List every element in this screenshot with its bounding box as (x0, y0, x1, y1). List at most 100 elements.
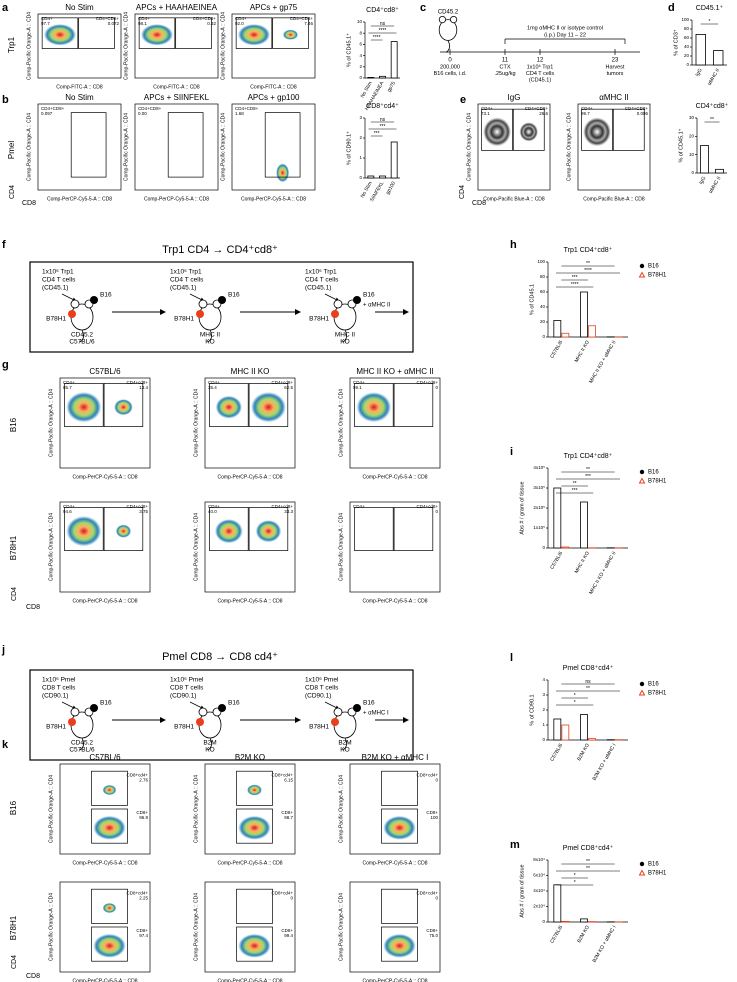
gate (138, 17, 176, 49)
cell-label: CD4 T cells (42, 277, 76, 284)
legend-marker (639, 263, 645, 269)
panel-letter: c (420, 2, 426, 14)
panel-letter: l (510, 652, 513, 664)
gate-value: 0.097 (41, 111, 53, 116)
cell-density (276, 163, 290, 183)
gate-name: CD8+ (281, 810, 293, 815)
gate (175, 17, 212, 49)
gate-value: 33.3 (284, 509, 293, 514)
gate-value: 0.086 (637, 111, 649, 116)
event-label: Harvest (606, 64, 625, 70)
legend-marker (638, 271, 646, 278)
gate-name: CD4+cd8+ (126, 380, 148, 385)
tumor (68, 310, 76, 318)
x-tick-label: IgG (698, 176, 707, 186)
mouse-ear (333, 299, 343, 309)
x-label: Comp-PerCP-Cy5-5-A :: CD8 (72, 860, 137, 866)
y-tick-label: 4 (359, 53, 362, 58)
row-label: B16 (9, 417, 18, 432)
y-tick-label: 8x10⁴ (533, 857, 545, 862)
tumor-label: B78H1 (46, 316, 66, 323)
y-tick-label: 60 (684, 35, 690, 40)
chart-title: Pmel CD8⁺cd4⁺ (563, 845, 614, 852)
tumor (90, 296, 98, 304)
bar (367, 175, 375, 179)
gate-value: 7.46 (304, 21, 313, 26)
bar (553, 718, 562, 741)
gate-value: 13.4 (139, 385, 148, 390)
cell-label: CD4 T cells (170, 277, 204, 284)
y-tick-label: 3 (359, 115, 362, 120)
x-label: Comp-PerCP-Cy5-5-A :: CD8 (72, 598, 137, 604)
day-label: 11 (502, 58, 509, 64)
axis-marker: CD8 (26, 973, 40, 980)
cell-density (115, 524, 132, 538)
x-label: Comp-FITC-A :: CD8 (250, 84, 297, 90)
gate-value: 73.1 (481, 111, 490, 116)
cell-density (93, 933, 126, 958)
flow-frame (134, 103, 219, 191)
mouse-label: KO (205, 747, 214, 754)
gate (236, 770, 273, 806)
gate (91, 926, 128, 962)
y-tick-label: 1 (542, 722, 545, 727)
x-label: Comp-PerCP-Cy5-5-A :: CD8 (362, 978, 427, 982)
bar (561, 332, 570, 338)
y-label: Comp-Pacific Orange-A :: CD4 (466, 113, 472, 181)
cell-density (255, 520, 282, 543)
y-label: Comp-Pacific Orange-A :: CD4 (48, 893, 54, 961)
gate (91, 888, 128, 924)
x-tick-label: C57BL/6 (549, 550, 564, 570)
gate-value: 0 (290, 895, 293, 900)
gate (64, 383, 104, 427)
mouse-label: KO (340, 339, 349, 346)
x-label: Comp-PerCP-Cy5-5-A :: CD8 (72, 978, 137, 982)
gate-name: CD4+cd8+ (416, 380, 438, 385)
legend-marker (639, 861, 645, 867)
gate-name: CD8+cd4+ (416, 890, 438, 895)
y-tick-label: 20 (684, 53, 690, 58)
cell-density (237, 23, 271, 46)
x-label: Comp-FITC-A :: CD8 (153, 84, 200, 90)
flow-frame (204, 377, 296, 469)
gate (209, 507, 249, 551)
gate-name: CD4+ (581, 106, 593, 111)
x-label: Comp-PerCP-Cy5-5-A :: CD8 (47, 196, 112, 202)
x-tick-label: MHC II KO + αMHC II (588, 340, 617, 385)
legend-label: B16 (648, 264, 659, 270)
cell-label: 1x10⁶ Pmel (42, 677, 76, 684)
mouse-label: CD45.2 (438, 10, 459, 16)
bar (561, 724, 570, 741)
chart-title: Pmel CD8⁺cd4⁺ (563, 665, 614, 672)
axis-marker: CD4 (11, 955, 18, 969)
gate-value: 3.75 (139, 509, 148, 514)
mouse-label: B2M (203, 740, 216, 747)
sig-label: ** (586, 467, 590, 473)
bar (695, 34, 706, 66)
panel-letter: g (2, 359, 9, 371)
panel-letter: m (510, 839, 520, 851)
gate-value: 99.4 (284, 933, 293, 938)
y-label: Comp-Pacific Orange-A :: CD4 (220, 12, 226, 80)
tumor-label: B16 (100, 292, 112, 299)
mouse-label: KO (205, 339, 214, 346)
flow-frame (59, 881, 151, 973)
gate (236, 888, 273, 924)
tumor (353, 704, 361, 712)
x-label: Comp-Pacific Blue-A :: CD8 (483, 196, 545, 202)
bar (367, 77, 375, 79)
mouse-ear (198, 299, 208, 309)
gate (91, 808, 128, 844)
y-tick-label: 0 (359, 175, 362, 180)
gate-value: 98.7 (284, 815, 293, 820)
mouse-label: B2M (338, 740, 351, 747)
gate-name: CD8+ (136, 810, 148, 815)
gate-name: CD4+CD8+ (41, 106, 65, 111)
panel-letter: k (2, 739, 9, 751)
bar (580, 714, 588, 741)
gate (167, 112, 204, 178)
panel-letter: i (510, 446, 513, 458)
gate (381, 808, 418, 844)
sig-label: *** (572, 275, 578, 281)
y-tick-label: 1 (359, 155, 362, 160)
